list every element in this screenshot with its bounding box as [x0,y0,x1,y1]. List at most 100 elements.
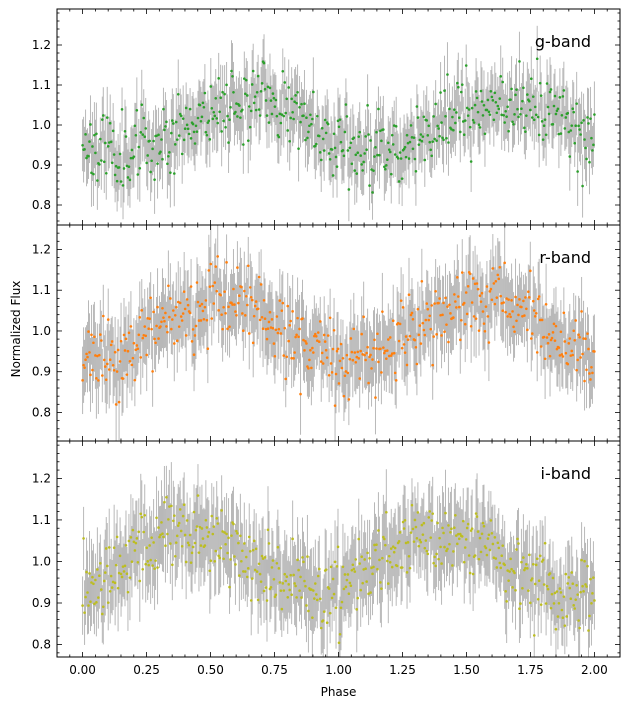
data-point [555,109,559,113]
data-point [581,184,584,188]
data-point [188,311,192,315]
data-point [401,520,405,524]
data-point [480,291,484,295]
data-point [362,160,365,164]
data-point [224,125,227,129]
data-point [133,378,137,382]
data-point [431,512,434,515]
data-point [304,138,307,142]
data-point [549,606,553,610]
data-point [500,301,504,305]
data-point [83,148,86,151]
data-point [239,116,242,119]
data-point [199,119,203,123]
data-point [522,299,525,303]
data-point [419,342,423,345]
data-point [574,319,577,322]
data-point [330,371,334,374]
data-point [290,356,293,360]
data-point [244,314,247,317]
data-point [367,133,370,136]
data-point [196,494,200,497]
data-point [499,294,503,298]
data-point [428,510,432,513]
data-point [277,567,281,570]
data-point [564,351,568,355]
data-point [316,598,319,602]
data-point [115,179,119,183]
data-point [527,589,530,592]
data-point [557,132,561,136]
data-point [345,115,349,118]
data-point [175,534,179,538]
data-point [338,359,342,363]
data-point [195,525,199,528]
data-point [379,347,382,351]
data-point [160,138,163,141]
data-point [355,355,359,359]
data-point [453,293,456,296]
data-point [488,113,492,116]
data-point [363,152,366,155]
data-point [457,532,460,536]
data-point [105,116,109,119]
data-point [261,557,265,560]
data-point [501,544,505,547]
data-point [118,360,122,363]
data-point [386,349,389,352]
data-point [245,94,249,97]
data-point [366,104,369,107]
data-point [302,114,305,118]
data-point [165,496,168,499]
data-point [175,339,179,343]
data-point [400,177,404,180]
data-point [349,141,353,145]
data-point [89,123,92,126]
data-point [586,564,589,568]
data-point [477,557,481,561]
data-point [109,140,113,144]
data-point [327,152,331,155]
y-tick-label: 1.0 [32,118,51,132]
data-point [543,541,547,545]
data-point [296,316,299,320]
data-point [144,562,148,566]
data-point [105,564,109,568]
data-point [250,298,254,302]
data-point [218,556,221,560]
data-point [102,605,105,609]
data-point [117,400,121,404]
data-point [471,277,475,280]
data-point [114,563,118,567]
data-point [241,108,244,112]
data-point [168,151,171,154]
data-point [439,313,442,317]
data-point [498,97,502,100]
data-point [363,558,366,561]
data-point [255,90,259,94]
data-point [219,546,222,550]
data-point [339,140,343,144]
data-point [454,300,457,303]
data-point [545,82,549,85]
data-point [341,149,345,152]
data-point [386,559,389,563]
data-point [81,379,84,382]
data-point [126,590,130,594]
data-point [214,265,218,268]
data-point [511,120,514,124]
data-point [185,519,189,522]
data-point [110,340,114,343]
data-point [225,532,228,536]
data-point [412,136,416,139]
data-point [306,555,309,558]
data-point [272,342,276,345]
data-point [104,171,108,175]
data-point [335,165,339,168]
data-point [221,90,224,94]
data-point [382,535,385,539]
data-point [303,102,306,106]
data-point [180,544,184,548]
data-point [85,570,88,574]
data-point [93,335,96,339]
